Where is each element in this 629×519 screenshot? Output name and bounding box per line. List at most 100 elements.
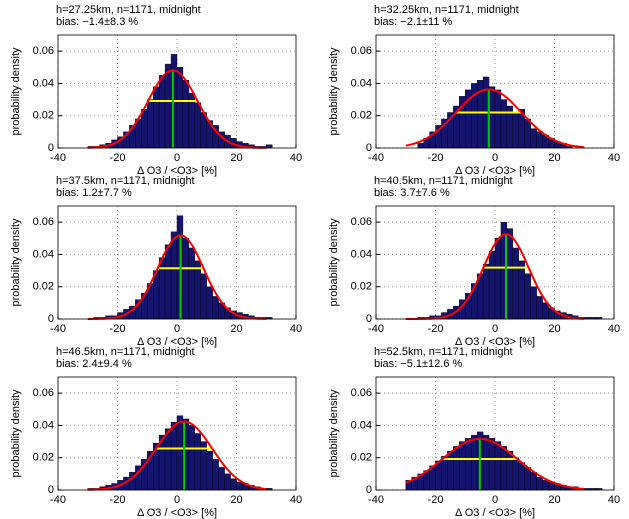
histogram-bar [164,428,172,491]
y-tick-label: 0.04 [351,77,372,89]
histogram-bar [435,460,442,491]
histogram-bar [530,472,537,491]
histogram-bar [441,455,448,491]
y-tick-label: 0.06 [351,216,372,228]
histogram-bar [164,63,172,149]
axes-frame [375,376,615,491]
x-tick-label: 20 [548,494,560,506]
panel-title: h=32.25km, n=1171, midnight [374,4,519,16]
x-tick-label: 0 [174,323,180,335]
histogram-bar [176,67,184,149]
histogram-bar [158,257,166,320]
panel-title: h=46.5km, n=1171, midnight [56,346,195,358]
histogram-bar [536,476,543,491]
histogram-bar [266,144,273,149]
histogram-bar [170,422,178,491]
histogram-bar [542,480,549,491]
axes-frame [375,34,615,149]
histogram-bar [506,451,514,491]
x-tick-label: 40 [608,323,620,335]
histogram-bar [488,438,496,491]
x-tick-label: 20 [548,152,560,164]
y-tick-label: 0.06 [33,216,54,228]
histogram-bar [188,425,196,491]
panel-title: h=37.5km, n=1171, midnight [56,175,195,187]
x-tick-label: 40 [608,152,620,164]
panel-subtitle: bias: 3.7±7.6 % [374,187,450,199]
x-tick-label: 20 [230,152,242,164]
histogram-bar [236,481,243,491]
histogram-bar [447,451,454,491]
histogram-bar [524,118,531,149]
histogram-bar [200,273,207,320]
gaussian-fit [405,437,585,490]
y-tick-label: 0 [48,142,54,154]
y-tick-label: 0.02 [351,452,372,464]
x-tick-label: 0 [492,152,498,164]
y-tick-label: 0.02 [351,281,372,293]
y-axis-label: probability density [328,218,340,307]
histogram-bar [512,247,519,320]
y-axis-label: probability density [10,47,22,136]
y-tick-label: 0 [48,484,54,496]
histogram-bar [512,112,519,149]
y-tick-label: 0 [366,484,372,496]
histogram-bar [147,99,154,149]
x-tick-label: 20 [230,494,242,506]
histogram-bar [164,244,172,320]
panel-subtitle: bias: −5.1±12.6 % [374,358,463,370]
x-tick-label: -40 [50,494,66,506]
x-tick-label: 0 [174,152,180,164]
y-tick-label: 0.04 [33,419,54,431]
gaussian-fit [87,69,267,149]
y-axis-label: probability density [328,389,340,478]
x-tick-label: -20 [428,323,444,335]
y-tick-label: 0.02 [33,110,54,122]
histogram-bar [524,273,531,320]
histogram-bar [536,131,543,149]
histogram-bar [482,434,490,491]
y-tick-label: 0.06 [33,387,54,399]
x-tick-label: -20 [110,323,126,335]
x-tick-label: 0 [492,323,498,335]
gaussian-fit [87,420,267,491]
histogram-bar [465,438,472,491]
y-tick-label: 0 [48,313,54,325]
y-tick-label: 0.02 [351,110,372,122]
x-tick-label: -40 [368,494,384,506]
histogram-bar [494,89,502,149]
panel-subtitle: bias: −2.1±11 % [374,16,453,28]
y-tick-label: 0.04 [33,248,54,260]
histogram-bar [518,462,525,491]
histogram-bar [218,467,225,491]
panel-subtitle: bias: 2.4±9.4 % [56,358,132,370]
histogram-bar [206,286,213,320]
x-tick-label: 40 [290,323,302,335]
histogram-bar [206,451,213,491]
x-tick-label: 20 [548,323,560,335]
x-axis-label: Δ O3 / <O3> [%] [455,165,535,177]
x-tick-label: 20 [230,323,242,335]
histogram-bar [500,446,508,491]
x-tick-label: -40 [368,152,384,164]
histogram-bar [194,433,202,491]
histogram-bar [542,302,549,320]
axes-frame [57,34,297,149]
histogram-bar [488,250,496,320]
gaussian-fit [405,233,585,320]
x-tick-label: 40 [608,494,620,506]
axes-frame [57,376,297,491]
histogram-bar [453,446,460,491]
y-tick-label: 0.04 [351,248,372,260]
histogram-bar [194,102,202,149]
histogram-bar [471,434,478,491]
y-tick-label: 0.02 [33,281,54,293]
panel-subtitle: bias: −1.4±8.3 % [56,16,138,28]
histogram-bar [518,260,525,320]
y-axis-label: probability density [10,389,22,478]
x-tick-label: -20 [110,152,126,164]
gaussian-fit [405,88,585,149]
histogram-bar [176,415,184,491]
y-tick-label: 0.06 [33,45,54,57]
x-axis-label: Δ O3 / <O3> [%] [455,507,535,519]
